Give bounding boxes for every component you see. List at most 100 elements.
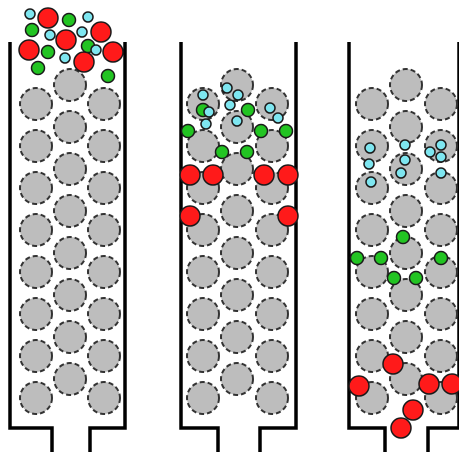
- column-2-packing-bead: [255, 339, 289, 373]
- column-2-small-particle: [221, 82, 233, 94]
- column-3-small-particle: [424, 146, 436, 158]
- column-3-small-particle: [435, 151, 447, 163]
- column-1-packing-bead: [53, 236, 87, 270]
- column-2-packing-bead: [186, 255, 220, 289]
- column-3-small-particle: [395, 167, 407, 179]
- column-1-packing-bead: [53, 362, 87, 396]
- column-2-small-particle: [272, 112, 284, 124]
- column-1-large-particle: [102, 41, 124, 63]
- column-1-packing-bead: [19, 381, 53, 415]
- column-3-packing-bead: [424, 297, 458, 331]
- column-2-large-particle: [277, 164, 299, 186]
- column-2-large-particle: [179, 205, 201, 227]
- column-2-medium-particle: [239, 144, 255, 160]
- column-1-packing-bead: [19, 255, 53, 289]
- column-1-small-particle: [24, 8, 36, 20]
- column-1-large-particle: [73, 51, 95, 73]
- column-1-medium-particle: [100, 68, 116, 84]
- column-3-large-particle: [418, 373, 440, 395]
- column-2-medium-particle: [253, 123, 269, 139]
- column-3-packing-bead: [389, 110, 423, 144]
- column-2-packing-bead: [186, 297, 220, 331]
- column-1-small-particle: [82, 11, 94, 23]
- column-2-packing-bead: [220, 110, 254, 144]
- column-1-medium-particle: [24, 22, 40, 38]
- column-3-medium-particle: [386, 270, 402, 286]
- column-2-small-particle: [264, 102, 276, 114]
- column-3-small-particle: [365, 176, 377, 188]
- column-1-packing-bead: [87, 255, 121, 289]
- column-2-packing-bead: [255, 297, 289, 331]
- column-1-medium-particle: [40, 44, 56, 60]
- column-1-medium-particle: [30, 60, 46, 76]
- column-1-medium-particle: [61, 12, 77, 28]
- column-3-small-particle: [399, 154, 411, 166]
- column-1-packing-bead: [53, 68, 87, 102]
- column-1-packing-bead: [53, 194, 87, 228]
- column-2-packing-bead: [255, 381, 289, 415]
- column-1-wall: [8, 42, 127, 452]
- column-2-medium-particle: [214, 144, 230, 160]
- column-1-packing-bead: [19, 129, 53, 163]
- column-1-large-particle: [90, 21, 112, 43]
- column-2-packing-bead: [220, 194, 254, 228]
- column-1-large-particle: [18, 39, 40, 61]
- column-2-packing-bead: [255, 129, 289, 163]
- column-1-packing-bead: [19, 171, 53, 205]
- column-3-packing-bead: [389, 278, 423, 312]
- column-1-small-particle: [59, 52, 71, 64]
- column-1-packing-bead: [53, 278, 87, 312]
- column-1-small-particle: [76, 26, 88, 38]
- column-1-packing-bead: [53, 152, 87, 186]
- column-3-packing-bead: [355, 171, 389, 205]
- column-2-small-particle: [231, 115, 243, 127]
- column-3-large-particle: [382, 353, 404, 375]
- column-3-packing-bead: [389, 194, 423, 228]
- column-3-small-particle: [435, 139, 447, 151]
- column-2-small-particle: [203, 106, 215, 118]
- column-3-wall: [347, 42, 459, 452]
- column-2-packing-bead: [220, 320, 254, 354]
- column-3-medium-particle: [395, 229, 411, 245]
- column-3-medium-particle: [408, 270, 424, 286]
- column-3-packing-bead: [389, 320, 423, 354]
- column-3-small-particle: [364, 142, 376, 154]
- column-1-packing-bead: [53, 110, 87, 144]
- column-3-packing-bead: [424, 213, 458, 247]
- column-2-large-particle: [179, 164, 201, 186]
- column-1-small-particle: [44, 29, 56, 41]
- column-3-medium-particle: [433, 250, 449, 266]
- column-3-medium-particle: [373, 250, 389, 266]
- column-3-packing-bead: [389, 68, 423, 102]
- column-3-large-particle: [441, 373, 459, 395]
- column-2-small-particle: [232, 89, 244, 101]
- column-2-small-particle: [200, 118, 212, 130]
- column-3-packing-bead: [424, 339, 458, 373]
- column-3-small-particle: [363, 158, 375, 170]
- column-2-medium-particle: [180, 123, 196, 139]
- column-2-large-particle: [202, 164, 224, 186]
- column-1-packing-bead: [87, 171, 121, 205]
- column-2-large-particle: [253, 164, 275, 186]
- column-1-packing-bead: [19, 297, 53, 331]
- column-1-packing-bead: [53, 320, 87, 354]
- column-3-medium-particle: [349, 250, 365, 266]
- column-1-packing-bead: [87, 129, 121, 163]
- column-1-packing-bead: [19, 339, 53, 373]
- column-2-packing-bead: [255, 255, 289, 289]
- column-3-packing-bead: [355, 213, 389, 247]
- column-1-packing-bead: [87, 381, 121, 415]
- column-1-packing-bead: [87, 87, 121, 121]
- column-3-large-particle: [390, 417, 412, 439]
- column-2-medium-particle: [240, 102, 256, 118]
- column-1-packing-bead: [87, 297, 121, 331]
- column-1-small-particle: [90, 44, 102, 56]
- column-2-packing-bead: [220, 362, 254, 396]
- column-3-small-particle: [435, 167, 447, 179]
- column-3-large-particle: [402, 399, 424, 421]
- column-2-wall: [179, 42, 298, 452]
- column-1-packing-bead: [87, 213, 121, 247]
- column-2-medium-particle: [278, 123, 294, 139]
